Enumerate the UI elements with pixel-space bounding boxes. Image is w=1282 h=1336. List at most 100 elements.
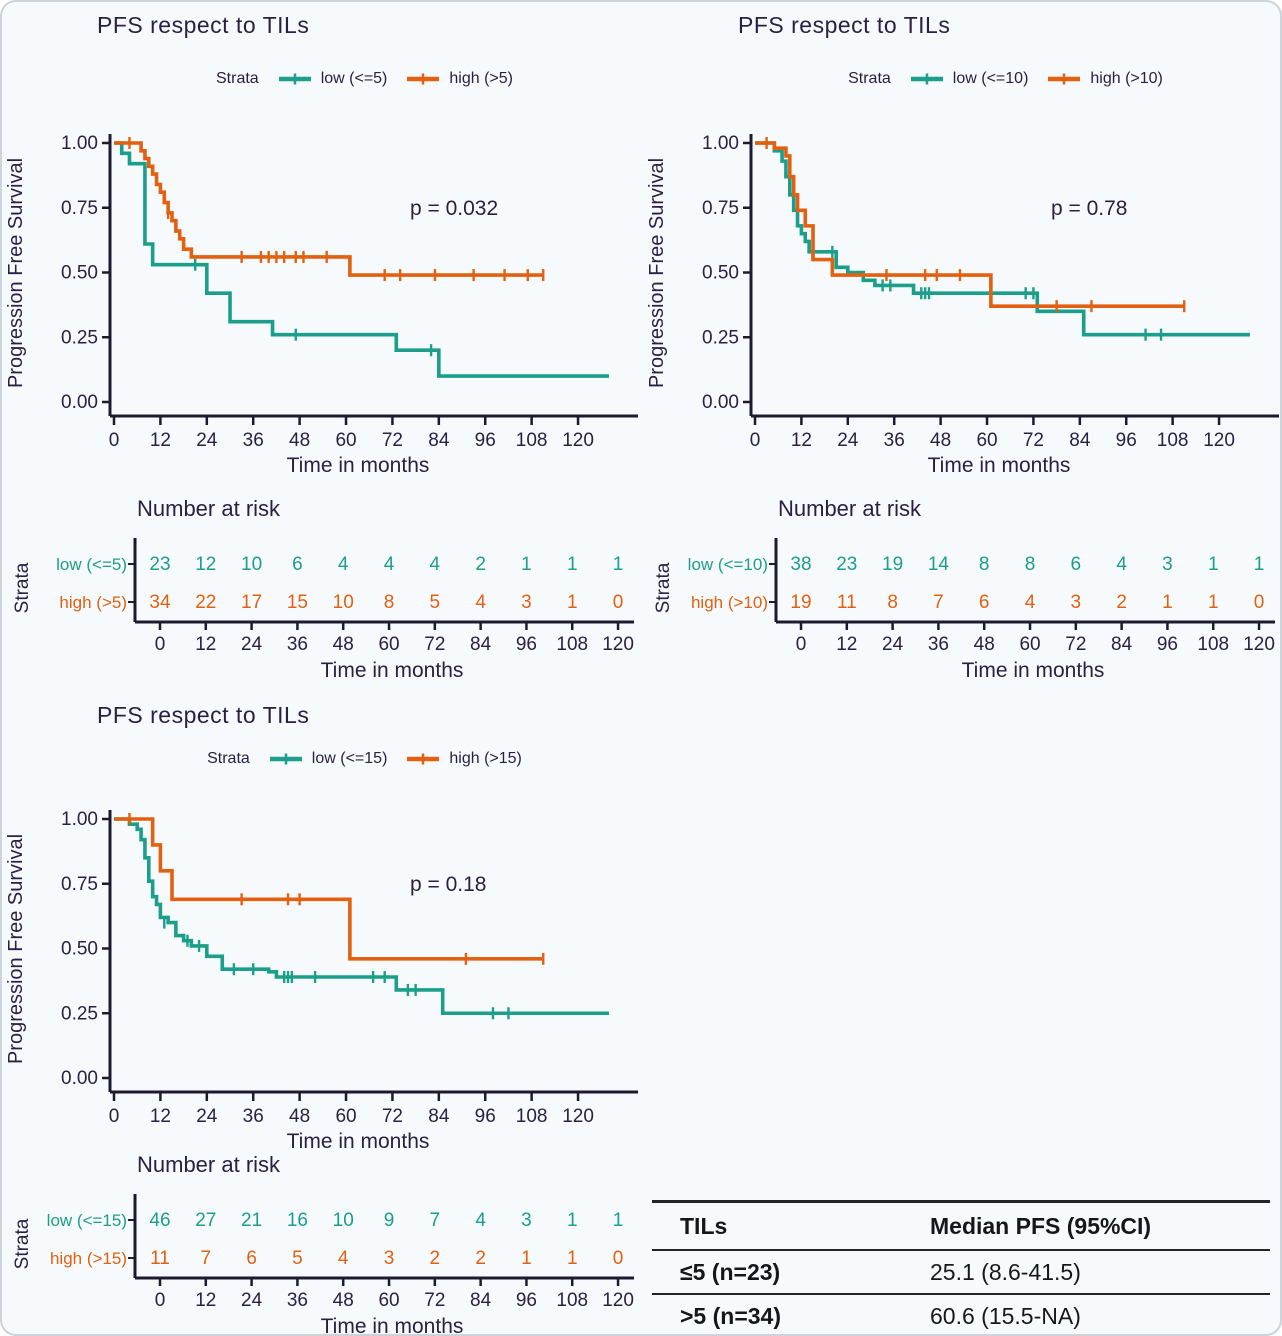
svg-text:1: 1 [567,554,578,575]
svg-text:Strata: Strata [653,562,674,613]
svg-text:84: 84 [1069,430,1091,451]
svg-text:1: 1 [1162,592,1173,613]
svg-text:low (<=10): low (<=10) [688,555,768,574]
legend-label-high: high (>10) [1090,70,1163,87]
svg-text:5: 5 [430,592,441,613]
legend-title: Strata [848,70,891,87]
km-panel-cutoff15: PFS respect to TILs Strata low (<=15) hi… [2,692,643,1336]
svg-text:84: 84 [428,1106,450,1127]
svg-text:36: 36 [884,430,905,451]
svg-text:120: 120 [602,1290,634,1311]
svg-text:4: 4 [384,554,395,575]
svg-text:0: 0 [109,1106,120,1127]
svg-text:1: 1 [521,554,532,575]
svg-text:0: 0 [796,634,807,655]
risk-table-title: Number at risk [137,496,281,521]
km-plot-cutoff5: Progression Free Survival 0.00 0.25 0.50 0.7… [5,133,638,477]
svg-text:24: 24 [196,1106,218,1127]
svg-text:0.75: 0.75 [702,198,739,219]
svg-text:8: 8 [384,592,395,613]
svg-text:0: 0 [613,1248,624,1269]
svg-text:0.50: 0.50 [702,263,739,284]
svg-text:Progression Free Survival: Progression Free Survival [5,834,27,1064]
svg-text:9: 9 [384,1210,395,1231]
svg-text:7: 7 [933,592,944,613]
svg-text:high (>15): high (>15) [50,1249,127,1268]
svg-text:108: 108 [1197,634,1229,655]
svg-text:4: 4 [1025,592,1036,613]
svg-text:0.25: 0.25 [702,327,739,348]
svg-text:Progression Free Survival: Progression Free Survival [646,158,668,388]
svg-text:0: 0 [109,430,120,451]
table-cell-tils-gt5: >5 (n=34) [680,1302,781,1329]
svg-text:84: 84 [1111,634,1133,655]
svg-text:3: 3 [1071,592,1082,613]
legend-label-low: low (<=15) [311,750,388,767]
svg-text:Time in months: Time in months [928,454,1071,477]
svg-text:low (<=15): low (<=15) [47,1211,127,1230]
svg-text:38: 38 [790,554,811,575]
svg-text:36: 36 [287,634,308,655]
legend-item-high: high (>5) [405,70,513,88]
legend-title: Strata [216,70,259,87]
svg-text:Time in months: Time in months [321,1315,464,1336]
page-title: PFS respect to TILs [97,12,310,38]
svg-text:48: 48 [333,1290,354,1311]
svg-text:0: 0 [155,1290,166,1311]
svg-text:108: 108 [1157,430,1189,451]
svg-text:Time in months: Time in months [321,659,464,682]
svg-text:23: 23 [149,554,170,575]
svg-text:108: 108 [516,1106,548,1127]
svg-text:60: 60 [378,1290,399,1311]
svg-text:6: 6 [246,1248,257,1269]
legend-label-low: low (<=10) [952,70,1029,87]
table-cell-median-gt5: 60.6 (15.5-NA) [930,1302,1081,1329]
svg-text:108: 108 [556,1290,588,1311]
km-line-low-icon [269,753,302,765]
svg-text:Progression Free Survival: Progression Free Survival [5,158,27,388]
svg-text:0.25: 0.25 [61,1003,98,1024]
svg-text:6: 6 [292,554,303,575]
svg-text:4: 4 [475,592,486,613]
svg-text:1: 1 [613,554,624,575]
svg-text:14: 14 [928,554,950,575]
svg-text:120: 120 [602,634,634,655]
risk-table-title: Number at risk [778,496,922,521]
svg-text:2: 2 [1116,592,1127,613]
svg-text:2: 2 [475,1248,486,1269]
page-title: PFS respect to TILs [97,702,310,728]
svg-text:34: 34 [149,592,171,613]
legend: Strata low (<=10) high (>10) [685,70,1280,88]
page-title: PFS respect to TILs [738,12,951,38]
svg-text:8: 8 [979,554,990,575]
km-plot-cutoff15: Progression Free Survival 0.00 0.25 0.50 0.7… [5,809,638,1153]
svg-text:3: 3 [1162,554,1173,575]
svg-text:24: 24 [882,634,904,655]
svg-text:11: 11 [837,592,857,613]
svg-text:24: 24 [837,430,859,451]
svg-text:19: 19 [882,554,903,575]
svg-text:36: 36 [928,634,949,655]
svg-text:72: 72 [1023,430,1044,451]
legend-label-high: high (>15) [449,750,522,767]
table-row: ≤5 (n=23) 25.1 (8.6-41.5) [652,1251,1270,1295]
svg-text:0.75: 0.75 [61,874,98,895]
km-line-low-icon [910,73,943,85]
svg-text:4: 4 [475,1210,486,1231]
km-line-high-icon [407,73,440,85]
svg-text:84: 84 [470,1290,492,1311]
svg-text:8: 8 [887,592,898,613]
svg-text:21: 21 [241,1210,262,1231]
svg-text:0.00: 0.00 [61,1068,98,1089]
svg-text:6: 6 [1071,554,1082,575]
svg-text:0.00: 0.00 [61,392,98,413]
svg-text:2: 2 [475,554,486,575]
svg-text:7: 7 [201,1248,212,1269]
svg-text:1.00: 1.00 [702,133,739,154]
svg-text:27: 27 [195,1210,216,1231]
legend-item-low: low (<=5) [277,70,388,88]
legend-label-low: low (<=5) [320,70,388,87]
svg-text:4: 4 [430,554,441,575]
legend-item-low: low (<=15) [268,750,388,768]
